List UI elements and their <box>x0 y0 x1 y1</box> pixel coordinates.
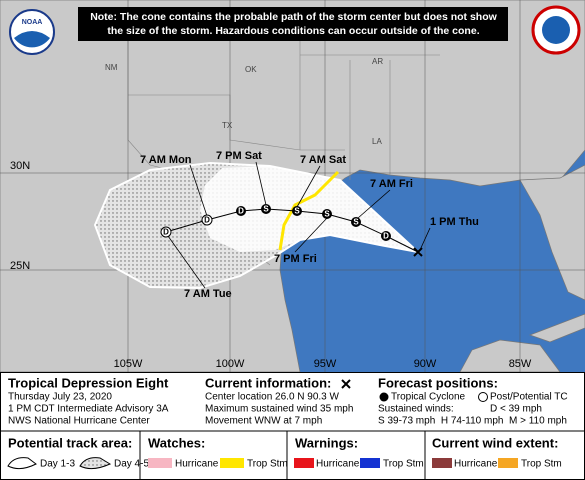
info-panel: Tropical Depression Eight Thursday July … <box>0 372 585 480</box>
marker-label: S <box>263 205 269 214</box>
current-title: Current information: <box>205 375 331 390</box>
swatch <box>148 458 172 468</box>
note-box <box>78 7 508 41</box>
leader <box>167 235 206 289</box>
marker <box>292 206 302 216</box>
winds-label: Sustained winds: <box>378 404 454 415</box>
forecast-label: 1 PM Thu <box>430 216 479 228</box>
swatch <box>498 458 518 468</box>
marker-label: S <box>324 210 330 219</box>
forecast-title: Forecast positions: <box>378 375 498 390</box>
markers: D D D S S S S D <box>160 204 423 257</box>
leader <box>357 189 391 219</box>
cone-day-1-3 <box>200 166 418 252</box>
nws-logo-inner <box>542 16 570 44</box>
current-line: Center location 26.0 N 90.3 W <box>205 392 340 403</box>
lat-label: 25N <box>10 260 30 272</box>
wind-scale: S 39-73 mph H 74-110 mph M > 110 mph <box>378 416 567 427</box>
wind-d: D < 39 mph <box>490 404 542 415</box>
leader <box>255 161 267 206</box>
current-line: Maximum sustained wind 35 mph <box>205 404 353 415</box>
marker-label: D <box>204 216 210 225</box>
leader <box>419 227 431 251</box>
florida <box>519 164 585 301</box>
ptc-icon <box>478 392 488 402</box>
forecast-label: 7 AM Tue <box>184 288 232 300</box>
legend-label: Hurricane <box>316 459 360 470</box>
leader <box>189 164 208 217</box>
tropical-storm-watch <box>278 170 340 251</box>
marker <box>160 226 172 238</box>
marker <box>201 214 213 226</box>
marker-label: S <box>294 207 300 216</box>
state-label: TX <box>222 121 233 130</box>
legend-label: Hurricane <box>175 459 219 470</box>
leaders <box>167 161 431 289</box>
tc-icon <box>379 392 389 402</box>
cuba <box>528 313 585 343</box>
swatch <box>294 458 314 468</box>
swatch <box>432 458 452 468</box>
legend-label: Day 4-5 <box>114 459 149 470</box>
note-wrap: Note: The cone contains the probable pat… <box>90 11 497 37</box>
map: NM OK AR TX LA 30N 25N 105W 100W 95W 90W… <box>0 0 585 373</box>
storm-date: Thursday July 23, 2020 <box>8 392 112 403</box>
storm-name: Tropical Depression Eight <box>8 375 169 390</box>
marker <box>381 231 391 241</box>
leader <box>296 165 321 208</box>
noaa-wave <box>14 31 50 48</box>
leader <box>294 217 328 253</box>
marker <box>351 217 361 227</box>
marker <box>236 206 246 216</box>
swatch <box>220 458 244 468</box>
lon-label: 85W <box>509 358 532 370</box>
legend-title: Current wind extent: <box>432 435 558 450</box>
note: Note: The cone contains the probable pat… <box>90 11 497 37</box>
tc-label: Tropical Cyclone <box>391 392 466 403</box>
marker <box>322 209 332 219</box>
advisory: 1 PM CDT Intermediate Advisory 3A <box>8 404 169 415</box>
marker-label: D <box>238 207 244 216</box>
day45-icon <box>79 457 112 470</box>
forecast-label: 7 PM Fri <box>274 253 317 265</box>
legend-label: Trop Stm <box>521 459 562 470</box>
current-icon <box>341 379 351 389</box>
swatch <box>360 458 380 468</box>
marker-label: D <box>383 232 389 241</box>
marker-label: D <box>163 228 169 237</box>
legend-label: Day 1-3 <box>40 459 75 470</box>
current-position <box>413 247 423 257</box>
lon-label: 105W <box>114 358 143 370</box>
marker-label: S <box>353 218 359 227</box>
lon-label: 95W <box>314 358 337 370</box>
current-line: Movement WNW at 7 mph <box>205 416 322 427</box>
marker <box>261 204 271 214</box>
ptc-label: Post/Potential TC <box>490 392 568 403</box>
lon-label: 90W <box>414 358 437 370</box>
legend-title: Watches: <box>148 435 205 450</box>
state-label: AR <box>372 57 383 66</box>
legend-label: Hurricane <box>454 459 498 470</box>
state-label: LA <box>372 137 382 146</box>
center: NWS National Hurricane Center <box>8 416 150 427</box>
state-label: OK <box>245 65 257 74</box>
forecast-label: 7 AM Mon <box>140 154 192 166</box>
noaa-text: NOAA <box>22 19 43 26</box>
forecast-label: 7 AM Sat <box>300 154 346 166</box>
legend-title: Warnings: <box>295 435 358 450</box>
legend-title: Potential track area: <box>8 435 132 450</box>
lon-label: 100W <box>216 358 245 370</box>
day13-icon <box>7 457 37 470</box>
lat-label: 30N <box>10 160 30 172</box>
legend-label: Trop Stm <box>247 459 288 470</box>
forecast-label: 7 AM Fri <box>370 178 413 190</box>
legend-label: Trop Stm <box>383 459 424 470</box>
state-label: NM <box>105 63 118 72</box>
forecast-label: 7 PM Sat <box>216 150 262 162</box>
